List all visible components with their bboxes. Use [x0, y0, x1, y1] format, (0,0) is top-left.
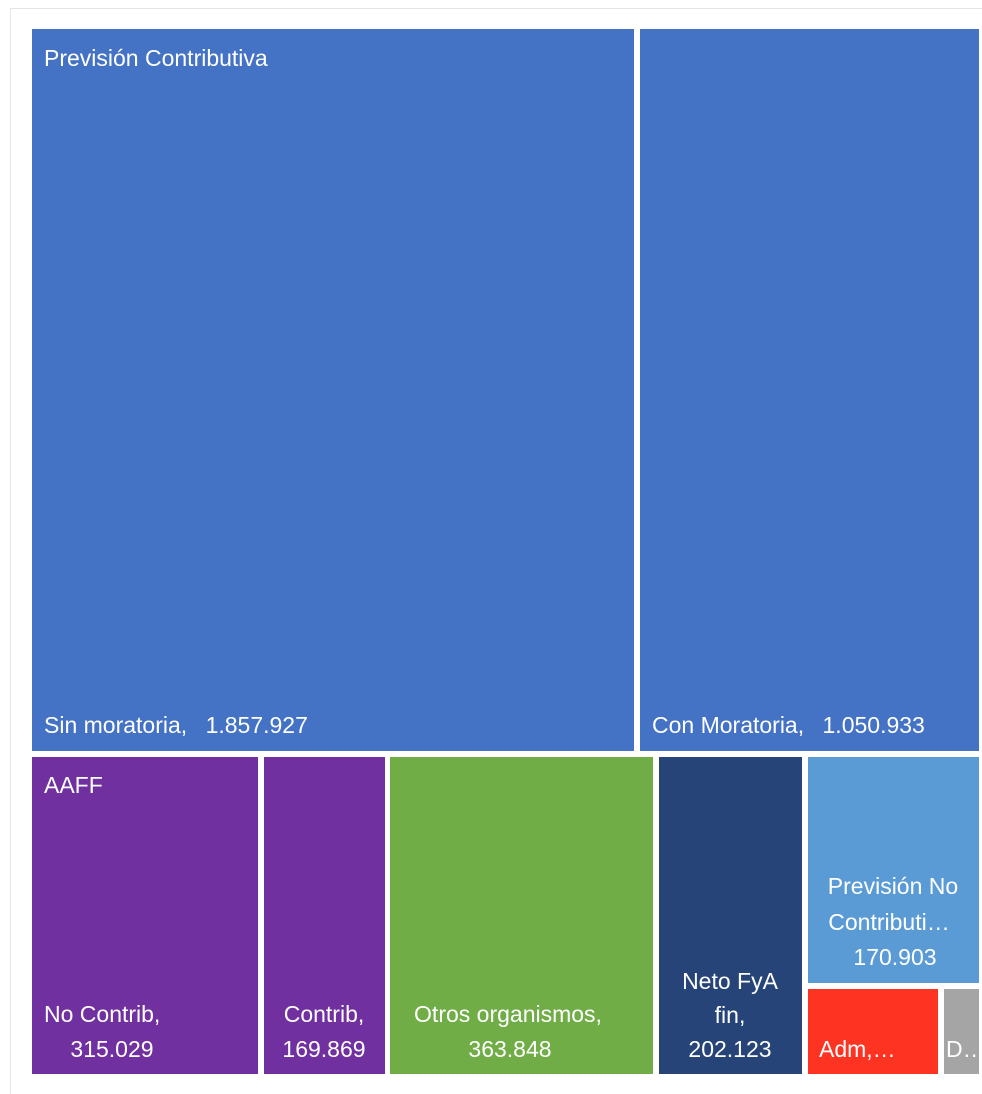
tile-prevision-no-contrib-value: 170.903 — [853, 944, 936, 970]
tile-no-contrib-name: No Contrib, — [44, 1001, 160, 1027]
tile-no-contrib-rect — [32, 757, 258, 1074]
tile-prevision-no-contrib-line1: Previsión No — [828, 873, 958, 899]
tile-neto-fya: Neto FyA fin, 202.123 — [659, 757, 802, 1074]
tile-contrib-value: 169.869 — [282, 1036, 365, 1062]
tile-neto-fya-line1: Neto FyA — [682, 968, 779, 994]
tile-prevision-no-contrib: Previsión No Contributi… 170.903 — [808, 757, 979, 983]
tile-con-moratoria-name: Con Moratoria, — [652, 712, 804, 738]
tile-sin-moratoria: Previsión Contributiva Sin moratoria, 1.… — [32, 29, 634, 751]
tile-sin-moratoria-rect — [32, 29, 634, 751]
tile-neto-fya-line2: fin, — [715, 1002, 746, 1028]
tile-sin-moratoria-name: Sin moratoria, — [44, 712, 187, 738]
tile-con-moratoria-value: 1.050.933 — [823, 712, 925, 738]
tile-prevision-no-contrib-rect — [808, 757, 979, 983]
tile-d: D… — [944, 989, 982, 1074]
tile-adm-label: Adm,… — [819, 1036, 896, 1062]
tile-neto-fya-rect — [659, 757, 802, 1074]
tile-con-moratoria-rect — [640, 29, 979, 751]
group-label-aaff: AAFF — [44, 772, 103, 798]
tile-no-contrib: AAFF No Contrib, 315.029 — [32, 757, 258, 1074]
tile-otros-organismos-name: Otros organismos, — [414, 1001, 602, 1027]
tile-con-moratoria-label: Con Moratoria, 1.050.933 — [652, 712, 925, 738]
tile-d-label: D… — [946, 1036, 982, 1062]
tile-contrib-rect — [264, 757, 385, 1074]
tile-no-contrib-value: 315.029 — [70, 1036, 153, 1062]
tile-neto-fya-value: 202.123 — [688, 1036, 771, 1062]
tile-sin-moratoria-label: Sin moratoria, 1.857.927 — [44, 712, 308, 738]
tile-prevision-no-contrib-line2: Contributi… — [828, 909, 949, 935]
tile-contrib-name: Contrib, — [284, 1001, 365, 1027]
tile-otros-organismos-rect — [390, 757, 653, 1074]
tile-con-moratoria: Con Moratoria, 1.050.933 — [640, 29, 979, 751]
tile-otros-organismos-value: 363.848 — [468, 1036, 551, 1062]
tile-sin-moratoria-value: 1.857.927 — [206, 712, 308, 738]
chart-frame — [10, 8, 982, 1094]
tile-adm: Adm,… — [808, 989, 938, 1074]
tile-contrib: Contrib, 169.869 — [264, 757, 385, 1074]
group-label-prevision-contributiva: Previsión Contributiva — [44, 45, 268, 71]
tile-d-rect — [944, 989, 979, 1074]
tile-otros-organismos: Otros organismos, 363.848 — [390, 757, 653, 1074]
tile-adm-rect — [808, 989, 938, 1074]
